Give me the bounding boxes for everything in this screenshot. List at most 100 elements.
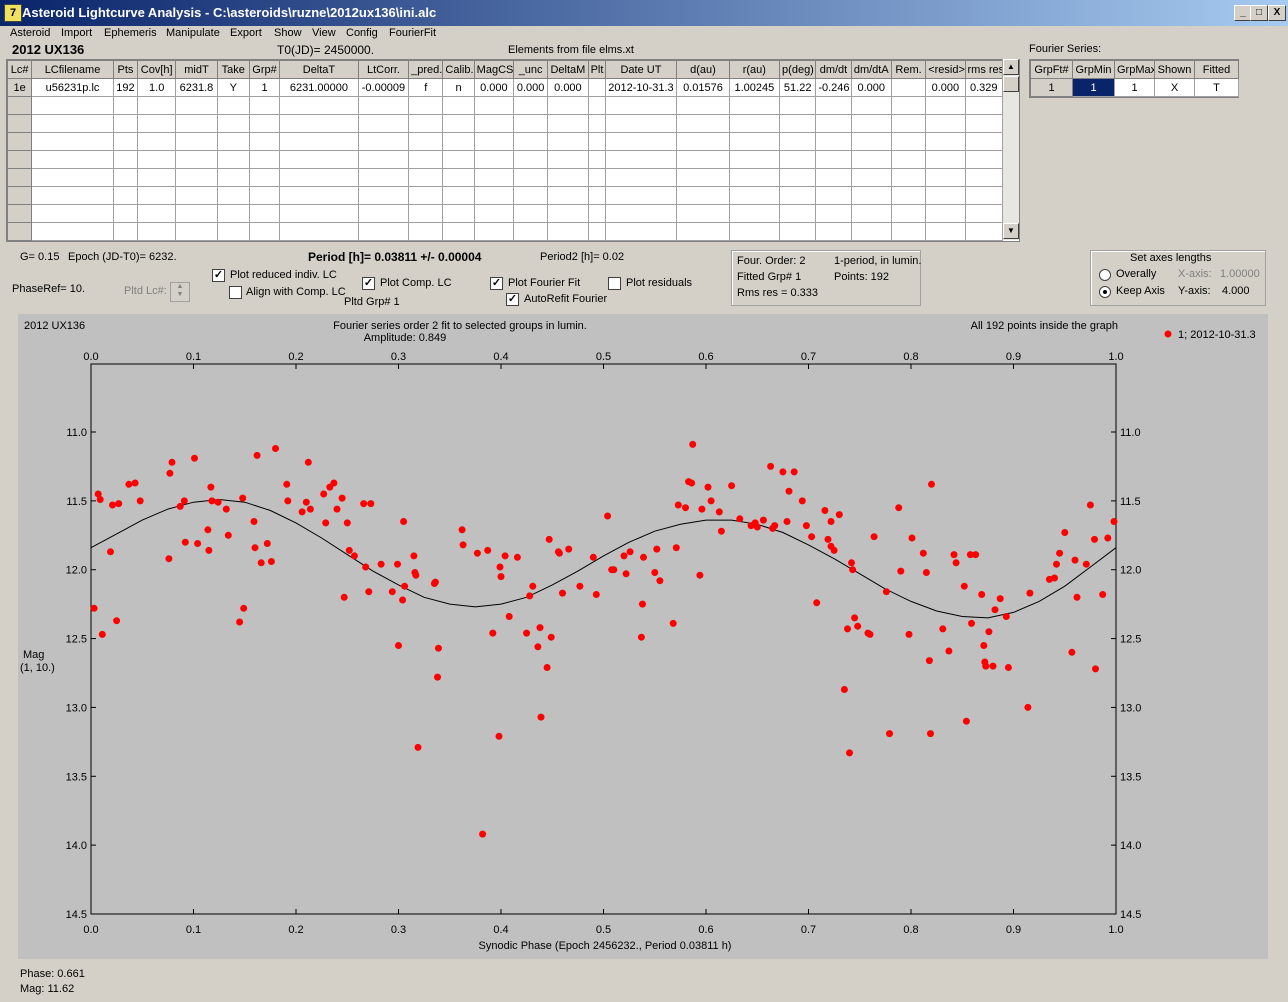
column-header[interactable]: Cov[h] [137, 60, 177, 79]
table-cell[interactable] [964, 168, 1003, 187]
table-cell[interactable] [175, 132, 218, 151]
table-cell[interactable] [248, 132, 281, 151]
table-cell[interactable] [547, 186, 589, 205]
table-cell[interactable] [175, 204, 218, 223]
table-cell[interactable]: 192 [112, 78, 139, 97]
table-cell[interactable] [850, 168, 892, 187]
table-cell[interactable] [964, 132, 1003, 151]
table-cell[interactable] [175, 96, 218, 115]
table-cell[interactable] [512, 222, 549, 241]
table-cell[interactable] [850, 222, 892, 241]
table-cell[interactable] [587, 96, 606, 115]
table-cell[interactable] [473, 114, 514, 133]
empty-table-row[interactable] [7, 222, 1003, 241]
table-cell[interactable] [31, 186, 114, 205]
table-cell[interactable] [728, 96, 781, 115]
table-cell[interactable]: 2012-10-31.3 [604, 78, 678, 97]
table-cell[interactable] [815, 168, 852, 187]
empty-table-row[interactable] [7, 168, 1003, 187]
table-cell[interactable] [7, 114, 33, 133]
autorefit-checkbox[interactable]: ✓ [506, 293, 519, 306]
scroll-down-icon[interactable]: ▼ [1003, 223, 1019, 239]
empty-table-row[interactable] [7, 150, 1003, 169]
column-header[interactable]: rms res [964, 60, 1003, 79]
fourier-column-header[interactable]: GrpMin [1072, 60, 1115, 79]
table-cell[interactable] [779, 186, 817, 205]
menu-view[interactable]: View [312, 27, 336, 39]
table-cell[interactable] [279, 222, 359, 241]
table-cell[interactable] [815, 114, 852, 133]
table-cell[interactable] [31, 132, 114, 151]
table-cell[interactable] [7, 150, 33, 169]
table-cell[interactable] [408, 114, 444, 133]
table-cell[interactable] [175, 186, 218, 205]
table-cell[interactable] [7, 168, 33, 187]
table-cell[interactable]: 1e [7, 78, 33, 97]
table-cell[interactable] [512, 96, 549, 115]
table-cell[interactable] [676, 186, 730, 205]
table-cell[interactable] [964, 150, 1003, 169]
table-cell[interactable] [248, 168, 281, 187]
table-cell[interactable] [442, 96, 475, 115]
table-cell[interactable] [408, 168, 444, 187]
y-axis-value[interactable]: 4.000 [1222, 285, 1250, 297]
table-cell[interactable] [357, 114, 410, 133]
table-cell[interactable] [357, 168, 410, 187]
table-cell[interactable] [137, 96, 177, 115]
table-cell[interactable] [547, 204, 589, 223]
table-cell[interactable]: 1.00245 [728, 78, 781, 97]
table-cell[interactable] [137, 204, 177, 223]
empty-table-row[interactable] [7, 114, 1003, 133]
table-cell[interactable] [357, 132, 410, 151]
table-cell[interactable]: 0.329 [964, 78, 1003, 97]
table-cell[interactable] [728, 132, 781, 151]
column-header[interactable]: LtCorr. [357, 60, 410, 79]
table-cell[interactable] [890, 222, 927, 241]
table-cell[interactable] [31, 114, 114, 133]
table-cell[interactable] [442, 186, 475, 205]
table-cell[interactable] [890, 78, 927, 97]
table-cell[interactable]: 0.01576 [676, 78, 730, 97]
column-header[interactable]: DeltaM [547, 60, 589, 79]
table-cell[interactable] [604, 168, 678, 187]
table-cell[interactable] [547, 222, 589, 241]
table-cell[interactable] [473, 222, 514, 241]
table-cell[interactable] [357, 150, 410, 169]
table-cell[interactable] [587, 186, 606, 205]
table-cell[interactable] [408, 186, 444, 205]
column-header[interactable]: midT [175, 60, 218, 79]
table-cell[interactable]: 0.000 [473, 78, 514, 97]
table-cell[interactable] [728, 150, 781, 169]
column-header[interactable]: _unc [512, 60, 549, 79]
column-header[interactable]: MagCS [473, 60, 514, 79]
title-bar[interactable]: 7 Asteroid Lightcurve Analysis - C:\aste… [0, 0, 1288, 26]
table-cell[interactable] [925, 150, 966, 169]
table-cell[interactable] [728, 204, 781, 223]
table-cell[interactable] [512, 204, 549, 223]
table-cell[interactable]: -0.00009 [357, 78, 410, 97]
column-header[interactable]: Plt [587, 60, 606, 79]
table-cell[interactable] [925, 204, 966, 223]
table-cell[interactable] [112, 222, 139, 241]
plot-residuals-checkbox[interactable] [608, 277, 621, 290]
table-cell[interactable] [216, 114, 250, 133]
table-cell[interactable] [7, 222, 33, 241]
table-cell[interactable] [31, 204, 114, 223]
table-cell[interactable] [216, 150, 250, 169]
table-cell[interactable] [587, 78, 606, 97]
table-cell[interactable] [815, 204, 852, 223]
table-cell[interactable] [137, 186, 177, 205]
table-cell[interactable]: 51.22 [779, 78, 817, 97]
table-cell[interactable] [248, 186, 281, 205]
table-cell[interactable]: f [408, 78, 444, 97]
table-cell[interactable] [175, 222, 218, 241]
scroll-thumb[interactable] [1003, 76, 1019, 92]
table-cell[interactable] [890, 204, 927, 223]
maximize-button[interactable]: □ [1250, 5, 1268, 21]
empty-table-row[interactable] [7, 96, 1003, 115]
menu-fourierfit[interactable]: FourierFit [389, 27, 437, 39]
table-cell[interactable] [964, 222, 1003, 241]
table-cell[interactable]: 6231.00000 [279, 78, 359, 97]
table-cell[interactable] [728, 186, 781, 205]
table-cell[interactable] [779, 132, 817, 151]
